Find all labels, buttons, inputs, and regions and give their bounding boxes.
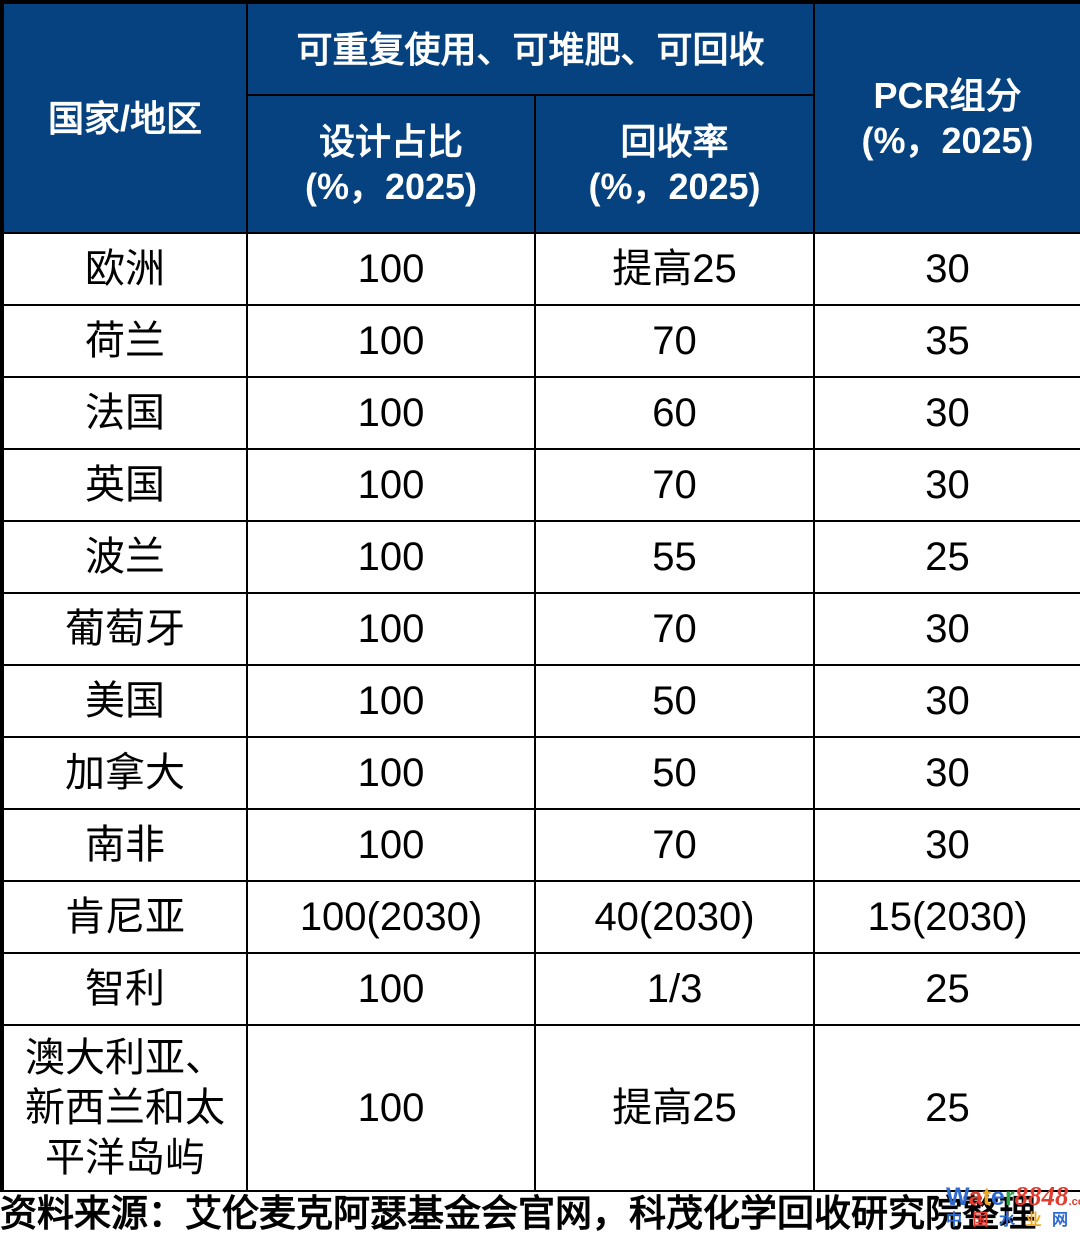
table-row: 澳大利亚、 新西兰和太 平洋岛屿 100 提高25 25: [1, 1024, 1080, 1193]
watermark-number: 8848: [1014, 1181, 1069, 1211]
watermark-sub-char: 业: [1025, 1212, 1042, 1229]
region-cell: 荷兰: [1, 304, 248, 378]
design-cell: 100: [246, 232, 536, 306]
header-row-sub: 设计占比 (%，2025) 回收率 (%，2025): [2, 94, 1080, 234]
pcr-cell: 30: [813, 232, 1080, 306]
design-cell: 100: [246, 808, 536, 882]
watermark-letter: W: [946, 1183, 969, 1211]
design-cell: 100: [246, 952, 536, 1026]
header-country: 国家/地区: [1, 1, 248, 234]
design-cell: 100: [246, 736, 536, 810]
table-row: 智利 100 1/3 25: [1, 952, 1080, 1026]
watermark-dotcom: .com: [1068, 1196, 1080, 1208]
recycle-cell: 40(2030): [533, 880, 816, 954]
region-cell: 肯尼亚: [1, 880, 248, 954]
region-cell: 加拿大: [1, 736, 248, 810]
region-cell: 智利: [1, 952, 248, 1026]
table-row: 波兰 100 55 25: [1, 520, 1080, 594]
recycle-cell: 70: [533, 808, 816, 882]
pcr-cell: 30: [813, 664, 1080, 738]
table-row: 英国 100 70 30: [1, 448, 1080, 522]
region-cell: 欧洲: [1, 232, 248, 306]
pcr-cell: 35: [813, 304, 1080, 378]
design-cell: 100: [246, 304, 536, 378]
design-cell: 100: [246, 448, 536, 522]
region-cell: 南非: [1, 808, 248, 882]
packaging-targets-table: 国家/地区 可重复使用、可堆肥、可回收 PCR组分 (%，2025) 设计占比 …: [0, 0, 1080, 1194]
header-recycle: 回收率 (%，2025): [533, 94, 816, 234]
watermark-sub-char: 中: [946, 1212, 963, 1229]
pcr-cell: 30: [813, 448, 1080, 522]
region-cell: 美国: [1, 664, 248, 738]
watermark-letter: a: [968, 1183, 983, 1211]
recycle-cell: 70: [533, 304, 816, 378]
watermark-sub-char: 国: [972, 1212, 989, 1229]
design-cell: 100(2030): [246, 880, 536, 954]
recycle-cell: 1/3: [533, 952, 816, 1026]
water8848-logo: Water8848.com: [946, 1181, 1080, 1211]
watermark-letter: t: [982, 1183, 991, 1211]
recycle-cell: 55: [533, 520, 816, 594]
source-note: 资料来源：艾伦麦克阿瑟基金会官网，科茂化学回收研究院整理: [0, 1192, 1080, 1237]
table-row: 肯尼亚 100(2030) 40(2030) 15(2030): [1, 880, 1080, 954]
table-row: 葡萄牙 100 70 30: [1, 592, 1080, 666]
pcr-cell: 30: [813, 592, 1080, 666]
pcr-cell: 30: [813, 376, 1080, 450]
pcr-cell: 15(2030): [813, 880, 1080, 954]
water8848-watermark: Water8848.com 中 国 水 业 网: [946, 1181, 1080, 1229]
recycle-cell: 70: [533, 592, 816, 666]
pcr-cell: 25: [813, 1024, 1080, 1193]
design-cell: 100: [246, 664, 536, 738]
pcr-cell: 30: [813, 808, 1080, 882]
recycle-cell: 60: [533, 376, 816, 450]
watermark-letter: r: [1004, 1183, 1015, 1211]
recycle-cell: 70: [533, 448, 816, 522]
table-row: 加拿大 100 50 30: [1, 736, 1080, 810]
region-cell: 波兰: [1, 520, 248, 594]
pcr-cell: 30: [813, 736, 1080, 810]
header-group: 可重复使用、可堆肥、可回收: [245, 1, 816, 96]
design-cell: 100: [246, 592, 536, 666]
watermark-sub-char: 网: [1051, 1212, 1068, 1229]
pcr-cell: 25: [813, 520, 1080, 594]
watermark-sub-char: 水: [998, 1212, 1015, 1229]
recycle-cell: 50: [533, 736, 816, 810]
header-pcr: PCR组分 (%，2025): [813, 1, 1080, 234]
table-row: 荷兰 100 70 35: [1, 304, 1080, 378]
header-row-group: 国家/地区 可重复使用、可堆肥、可回收 PCR组分 (%，2025): [1, 1, 1080, 234]
watermark-letter: e: [990, 1183, 1005, 1211]
watermark-subtext: 中 国 水 业 网: [946, 1213, 1068, 1229]
design-cell: 100: [246, 1024, 536, 1193]
region-cell: 葡萄牙: [1, 592, 248, 666]
recycle-cell: 提高25: [533, 1024, 816, 1193]
table-row: 法国 100 60 30: [1, 376, 1080, 450]
table-row: 南非 100 70 30: [1, 808, 1080, 882]
recycle-cell: 提高25: [533, 232, 816, 306]
region-cell: 法国: [1, 376, 248, 450]
recycle-cell: 50: [533, 664, 816, 738]
table-row: 美国 100 50 30: [1, 664, 1080, 738]
table-row: 欧洲 100 提高25 30: [1, 232, 1080, 306]
region-cell: 澳大利亚、 新西兰和太 平洋岛屿: [1, 1024, 248, 1193]
region-cell: 英国: [1, 448, 248, 522]
pcr-cell: 25: [813, 952, 1080, 1026]
design-cell: 100: [246, 376, 536, 450]
header-design: 设计占比 (%，2025): [246, 94, 536, 234]
design-cell: 100: [246, 520, 536, 594]
